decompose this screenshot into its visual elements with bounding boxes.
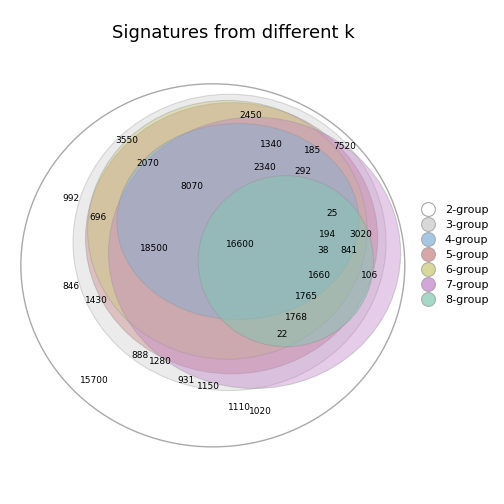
Text: 16600: 16600	[226, 240, 255, 249]
Text: 18500: 18500	[140, 244, 169, 253]
Text: 841: 841	[340, 246, 357, 255]
Text: 15700: 15700	[80, 375, 108, 385]
Text: 1768: 1768	[285, 313, 308, 322]
Ellipse shape	[108, 117, 401, 389]
Text: 1150: 1150	[197, 382, 220, 391]
Text: 38: 38	[318, 246, 329, 255]
Title: Signatures from different k: Signatures from different k	[112, 24, 355, 42]
Text: 846: 846	[62, 282, 80, 291]
Text: 2450: 2450	[239, 110, 262, 119]
Ellipse shape	[88, 100, 367, 359]
Text: 1660: 1660	[308, 271, 331, 280]
Legend: 2-group, 3-group, 4-group, 5-group, 6-group, 7-group, 8-group: 2-group, 3-group, 4-group, 5-group, 6-gr…	[414, 202, 491, 308]
Ellipse shape	[86, 103, 377, 374]
Text: 1430: 1430	[85, 296, 107, 305]
Text: 8070: 8070	[180, 181, 204, 191]
Text: 194: 194	[319, 229, 336, 238]
Text: 2070: 2070	[137, 159, 160, 168]
Text: 2340: 2340	[254, 163, 276, 172]
Text: 7520: 7520	[333, 142, 356, 151]
Text: 3020: 3020	[350, 229, 372, 238]
Text: 1340: 1340	[260, 140, 283, 149]
Text: 1020: 1020	[249, 407, 272, 416]
Text: 1110: 1110	[228, 403, 251, 412]
Text: 22: 22	[276, 330, 287, 339]
Text: 888: 888	[131, 351, 148, 359]
Text: 25: 25	[326, 209, 338, 218]
Text: 106: 106	[361, 271, 378, 280]
Text: 992: 992	[62, 194, 80, 203]
Ellipse shape	[73, 94, 386, 391]
Text: 185: 185	[304, 146, 322, 155]
Text: 1765: 1765	[295, 292, 318, 301]
Text: 292: 292	[294, 167, 311, 176]
Ellipse shape	[117, 123, 359, 320]
Text: 696: 696	[89, 213, 107, 222]
Text: 1280: 1280	[149, 357, 172, 366]
Text: 931: 931	[177, 375, 195, 385]
Text: 3550: 3550	[116, 136, 139, 145]
Ellipse shape	[198, 175, 373, 347]
